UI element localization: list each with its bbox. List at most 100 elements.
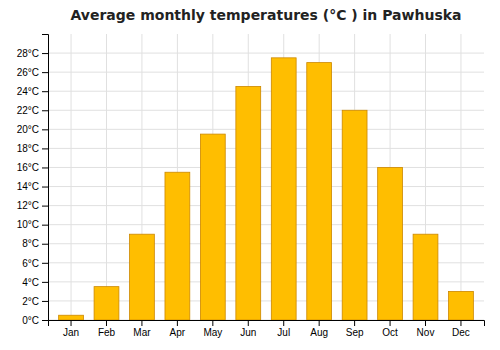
tick: Nov <box>417 320 435 338</box>
tick-mark <box>42 53 48 54</box>
grid-line <box>48 167 484 168</box>
bar <box>130 234 155 320</box>
tick-mark <box>71 320 72 326</box>
tick: 24°C <box>17 86 48 97</box>
bar <box>200 134 225 320</box>
tick: May <box>203 320 222 338</box>
tick-label: Oct <box>382 327 398 338</box>
tick-mark <box>42 110 48 111</box>
grid-line <box>48 129 484 130</box>
axis-line <box>42 35 49 321</box>
tick-mark <box>319 320 320 326</box>
tick-label: Jul <box>277 327 290 338</box>
y-axis: 0°C 2°C 4°C 6°C 8°C 10°C 12°C 14°C 16°C 18°C 20°C 2… <box>17 35 49 326</box>
tick: 18°C <box>17 143 48 154</box>
grid-line <box>48 148 484 149</box>
grid-line <box>48 53 484 54</box>
bar <box>342 110 367 320</box>
tick-mark <box>390 320 391 326</box>
tick-label: Mar <box>133 327 151 338</box>
bar <box>94 287 119 320</box>
tick-label: May <box>203 327 222 338</box>
bar <box>378 167 403 320</box>
tick-label: Aug <box>310 327 328 338</box>
tick-mark <box>177 320 178 326</box>
tick-label: Jan <box>63 327 79 338</box>
tick: 2°C <box>22 296 48 307</box>
tick: 0°C <box>22 315 48 326</box>
bar <box>449 291 474 320</box>
tick: 16°C <box>17 162 48 173</box>
title: Average monthly temperatures (°C ) in Pa… <box>71 7 462 23</box>
tick-label: Dec <box>452 327 470 338</box>
tick-mark <box>42 91 48 92</box>
grid-line <box>48 186 484 187</box>
tick-mark <box>42 206 48 207</box>
grid-line <box>48 205 484 206</box>
tick: 6°C <box>22 258 48 269</box>
tick-label: 16°C <box>17 162 39 173</box>
tick-mark <box>106 320 107 326</box>
tick: Dec <box>452 320 470 338</box>
tick-mark <box>42 320 48 321</box>
tick-label: 22°C <box>17 105 39 116</box>
tick: Apr <box>170 320 186 338</box>
tick: Mar <box>133 320 151 338</box>
bar <box>59 315 84 320</box>
tick-label: Feb <box>98 327 116 338</box>
tick-mark <box>283 320 284 326</box>
tick-label: 26°C <box>17 67 39 78</box>
tick-mark <box>42 301 48 302</box>
bar <box>271 58 296 320</box>
tick-mark <box>42 148 48 149</box>
bar <box>236 86 261 320</box>
chart: Jan Feb Mar Apr May Jun Jul Aug Sep Oct Nov Dec 0°C 2… <box>0 0 500 350</box>
tick-mark <box>141 320 142 326</box>
bars <box>59 58 474 320</box>
grid-line <box>48 91 484 92</box>
tick: 8°C <box>22 238 48 249</box>
tick-label: Sep <box>346 327 364 338</box>
tick: Aug <box>310 320 328 338</box>
tick: 12°C <box>17 200 48 211</box>
tick-label: 28°C <box>17 48 39 59</box>
bar <box>165 172 190 320</box>
tick-mark <box>248 320 249 326</box>
tick-label: 4°C <box>22 277 39 288</box>
tick-label: 2°C <box>22 296 39 307</box>
tick-mark <box>42 244 48 245</box>
grid <box>48 34 484 320</box>
tick-label: 12°C <box>17 200 39 211</box>
tick: Jul <box>277 320 290 338</box>
tick: Oct <box>382 320 398 338</box>
tick-label: 6°C <box>22 258 39 269</box>
grid-line <box>460 34 461 320</box>
tick-mark <box>460 320 461 326</box>
tick-mark <box>42 282 48 283</box>
grid-line <box>48 110 484 111</box>
grid-line <box>48 224 484 225</box>
tick-label: Jun <box>240 327 256 338</box>
tick: 26°C <box>17 67 48 78</box>
grid-line <box>71 34 72 320</box>
tick-mark <box>42 187 48 188</box>
tick: Jan <box>63 320 79 338</box>
tick-mark <box>354 320 355 326</box>
grid-line <box>106 34 107 320</box>
grid-line <box>48 72 484 73</box>
axis-line <box>49 321 485 327</box>
x-axis: Jan Feb Mar Apr May Jun Jul Aug Sep Oct Nov Dec <box>49 320 485 338</box>
tick-label: 8°C <box>22 238 39 249</box>
tick-mark <box>42 225 48 226</box>
tick: Feb <box>98 320 116 338</box>
tick-label: 20°C <box>17 124 39 135</box>
tick-label: Nov <box>417 327 435 338</box>
tick-mark <box>42 129 48 130</box>
tick-label: 10°C <box>17 219 39 230</box>
tick: Jun <box>240 320 256 338</box>
tick: 14°C <box>17 181 48 192</box>
tick: Sep <box>346 320 364 338</box>
tick-mark <box>42 72 48 73</box>
bar <box>307 63 332 320</box>
tick: 4°C <box>22 277 48 288</box>
